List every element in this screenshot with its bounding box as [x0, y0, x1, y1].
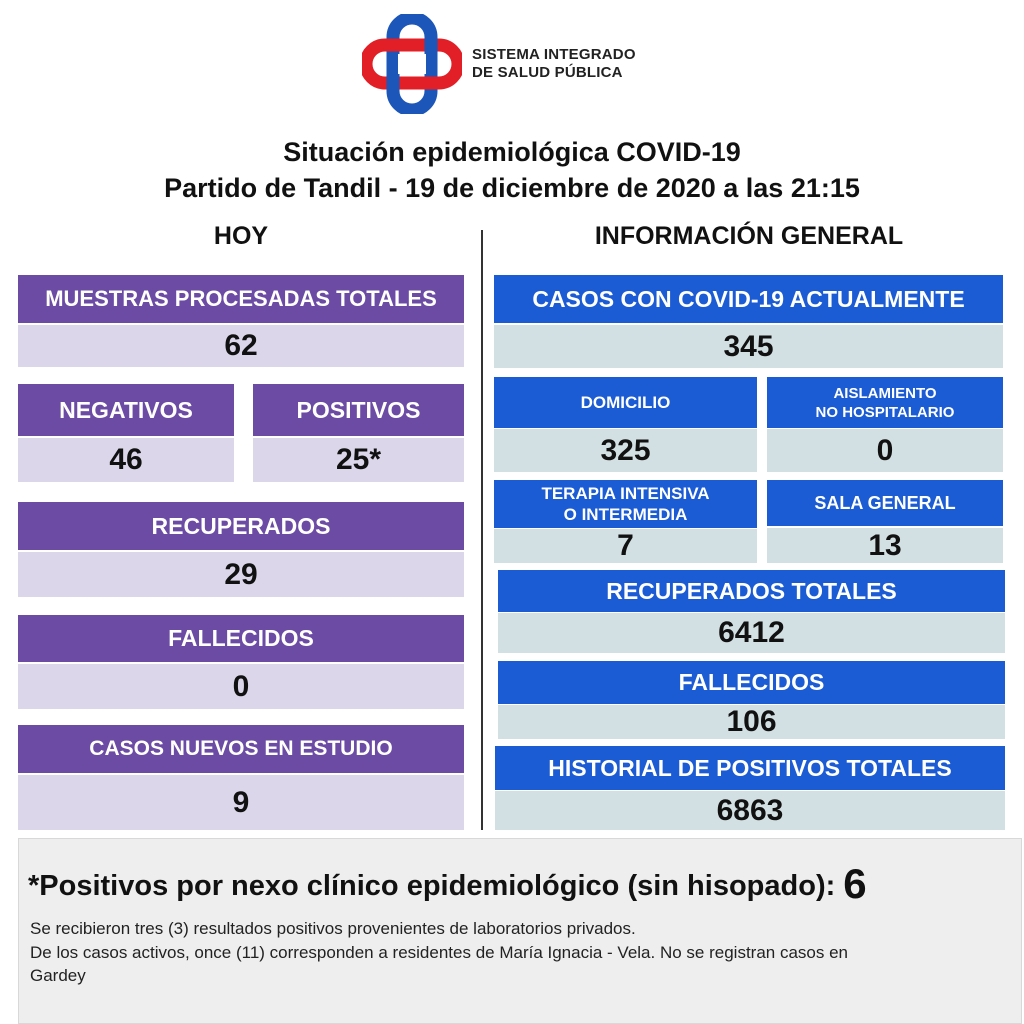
domicilio-card: DOMICILIO 325	[494, 377, 757, 472]
casos-nuevos-card: CASOS NUEVOS EN ESTUDIO 9	[18, 725, 464, 830]
historial-value: 6863	[495, 791, 1005, 830]
recuperados-label: RECUPERADOS	[18, 502, 464, 550]
positivos-card: POSITIVOS 25*	[253, 384, 464, 482]
fallecidos-hoy-label: FALLECIDOS	[18, 615, 464, 662]
terapia-value: 7	[494, 529, 757, 563]
hoy-heading: HOY	[213, 222, 269, 250]
negativos-card: NEGATIVOS 46	[18, 384, 234, 482]
fallecidos-totales-value: 106	[498, 705, 1005, 739]
aislamiento-label: AISLAMIENTO NO HOSPITALARIO	[767, 377, 1003, 428]
fallecidos-hoy-card: FALLECIDOS 0	[18, 615, 464, 709]
casos-actuales-label: CASOS CON COVID-19 ACTUALMENTE	[494, 275, 1003, 323]
footnote-value: 6	[843, 860, 867, 907]
footer-line-1: Se recibieron tres (3) resultados positi…	[30, 919, 636, 938]
domicilio-value: 325	[494, 429, 757, 472]
logo-line-2: DE SALUD PÚBLICA	[472, 64, 623, 81]
general-heading: INFORMACIÓN GENERAL	[594, 222, 904, 250]
casos-nuevos-value: 9	[18, 775, 464, 830]
recuperados-totales-value: 6412	[498, 613, 1005, 653]
sala-general-value: 13	[767, 528, 1003, 563]
terapia-label-line-1: TERAPIA INTENSIVA	[541, 484, 710, 503]
fallecidos-totales-card: FALLECIDOS 106	[498, 661, 1005, 739]
sala-general-label: SALA GENERAL	[767, 480, 1003, 526]
historial-card: HISTORIAL DE POSITIVOS TOTALES 6863	[495, 746, 1005, 830]
aislamiento-label-line-2: NO HOSPITALARIO	[815, 403, 955, 421]
terapia-card: TERAPIA INTENSIVA O INTERMEDIA 7	[494, 480, 757, 563]
negativos-value: 46	[18, 438, 234, 482]
recuperados-totales-card: RECUPERADOS TOTALES 6412	[498, 570, 1005, 653]
negativos-label: NEGATIVOS	[18, 384, 234, 436]
recuperados-value: 29	[18, 552, 464, 597]
page-subtitle: Partido de Tandil - 19 de diciembre de 2…	[164, 173, 860, 203]
positivos-label: POSITIVOS	[253, 384, 464, 436]
aislamiento-value: 0	[767, 429, 1003, 472]
footer-panel	[18, 838, 1022, 1024]
footnote-label: *Positivos por nexo clínico epidemiológi…	[28, 870, 836, 902]
sala-general-card: SALA GENERAL 13	[767, 480, 1003, 563]
casos-nuevos-label: CASOS NUEVOS EN ESTUDIO	[18, 725, 464, 773]
recuperados-card: RECUPERADOS 29	[18, 502, 464, 597]
aislamiento-label-line-1: AISLAMIENTO	[833, 384, 937, 402]
domicilio-label: DOMICILIO	[494, 377, 757, 428]
muestras-value: 62	[18, 325, 464, 367]
column-divider	[481, 230, 483, 830]
logo-line-1: SISTEMA INTEGRADO	[472, 46, 636, 63]
recuperados-totales-label: RECUPERADOS TOTALES	[498, 570, 1005, 612]
footnote: *Positivos por nexo clínico epidemiológi…	[28, 860, 867, 908]
terapia-label: TERAPIA INTENSIVA O INTERMEDIA	[494, 480, 757, 528]
positivos-value: 25*	[253, 438, 464, 482]
fallecidos-hoy-value: 0	[18, 664, 464, 709]
muestras-label: MUESTRAS PROCESADAS TOTALES	[18, 275, 464, 323]
muestras-card: MUESTRAS PROCESADAS TOTALES 62	[18, 275, 464, 367]
casos-actuales-value: 345	[494, 325, 1003, 368]
footer-line-3: Gardey	[30, 966, 86, 985]
logo-text: SISTEMA INTEGRADO DE SALUD PÚBLICA	[472, 46, 636, 82]
footer-line-2: De los casos activos, once (11) correspo…	[30, 943, 849, 962]
aislamiento-card: AISLAMIENTO NO HOSPITALARIO 0	[767, 377, 1003, 472]
casos-actuales-card: CASOS CON COVID-19 ACTUALMENTE 345	[494, 275, 1003, 368]
page-title: Situación epidemiológica COVID-19	[283, 137, 741, 167]
terapia-label-line-2: O INTERMEDIA	[563, 505, 688, 524]
fallecidos-totales-label: FALLECIDOS	[498, 661, 1005, 704]
historial-label: HISTORIAL DE POSITIVOS TOTALES	[495, 746, 1005, 790]
sisp-logo-icon	[362, 14, 462, 114]
